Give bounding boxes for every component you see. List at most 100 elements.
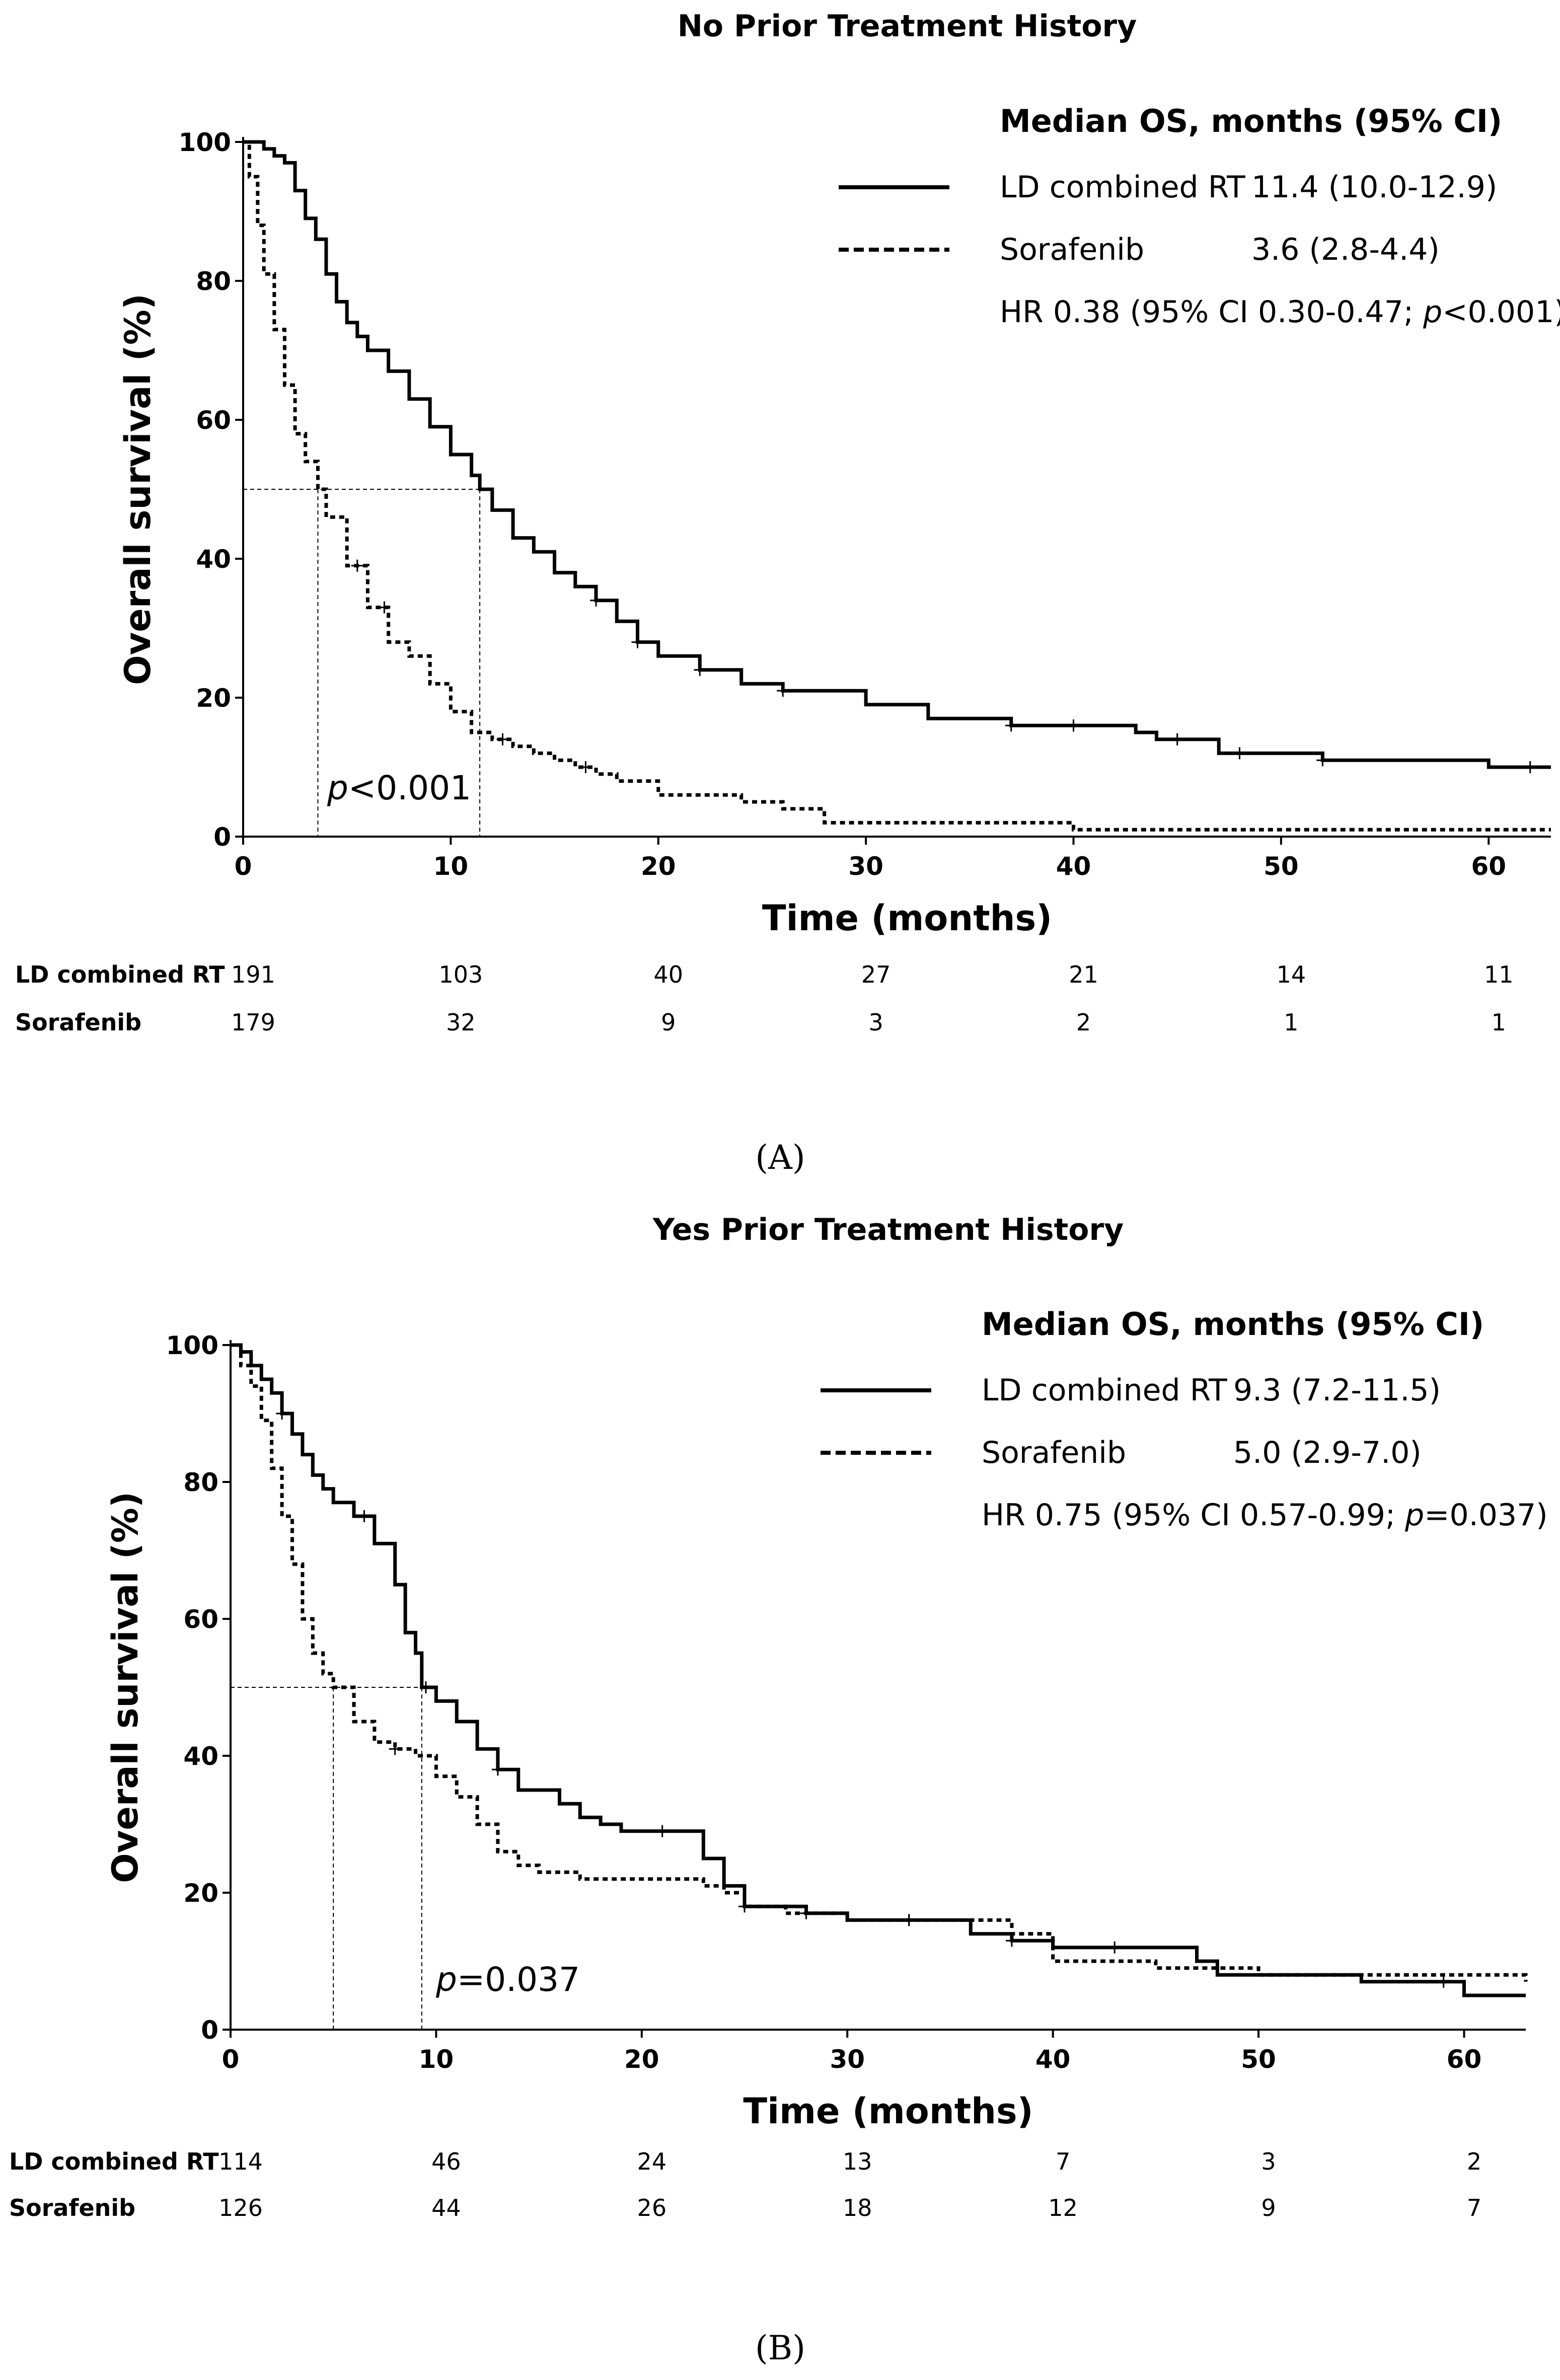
ld-combined-rt-survival-curve [231,1343,1526,1997]
x-tick-label: 40 [1035,2045,1071,2074]
at-risk-count: 12 [1048,2194,1078,2221]
x-tick-label: 40 [1056,852,1091,881]
hr-suffix: =0.037) [1424,1498,1547,1533]
censor-mark [590,594,603,607]
x-axis-label: Time (months) [762,898,1052,939]
censor-mark [1316,754,1329,767]
chart-title: Yes Prior Treatment History [652,1212,1124,1247]
at-risk-count: 18 [843,2194,872,2221]
at-risk-count: 40 [653,961,683,988]
censor-mark [1005,719,1017,732]
censor-mark [1067,719,1080,732]
y-tick-label: 20 [196,684,231,713]
x-tick-label: 10 [433,852,469,881]
hr-prefix: HR 0.75 (95% CI 0.57-0.99; [982,1498,1405,1533]
at-risk-count: 3 [869,1009,883,1036]
at-risk-count: 26 [637,2194,667,2221]
y-axis-label: Overall survival (%) [105,1492,146,1883]
y-tick-label: 80 [196,267,231,296]
chart-title: No Prior Treatment History [678,9,1137,44]
at-risk-row-label: LD combined RT [9,2148,219,2175]
censor-mark [1171,733,1183,746]
y-axis-label: Overall survival (%) [117,293,159,685]
at-risk-count: 2 [1467,2148,1481,2175]
hr-p-italic: p [1404,1498,1424,1533]
hr-suffix: <0.001) [1442,294,1560,330]
y-tick-label: 40 [183,1742,218,1771]
at-risk-count: 7 [1467,2194,1481,2221]
at-risk-count: 32 [446,1009,476,1036]
km-panel-b: Yes Prior Treatment History 0 20 40 60 80 100 0… [9,1212,1548,2367]
y-tick-label: 100 [166,1331,218,1360]
censor-mark [1524,761,1536,773]
at-risk-row-label: Sorafenib [9,2194,135,2221]
at-risk-count: 114 [218,2148,263,2175]
censor-mark [738,1900,751,1913]
censor-mark [694,663,706,676]
y-tick-label: 20 [183,1879,218,1908]
at-risk-count: 13 [843,2148,872,2175]
km-panel-a: No Prior Treatment History 0 20 40 60 80 100 0 1… [15,9,1560,1177]
x-tick-label: 20 [624,2045,659,2074]
at-risk-count: 14 [1277,961,1306,988]
at-risk-count: 1 [1492,1009,1506,1036]
hr-p-italic: p [1423,294,1442,330]
x-tick-label: 60 [1447,2045,1482,2074]
censor-mark [378,601,391,614]
legend-entry-name: LD combined RT [1000,170,1245,205]
at-risk-count: 46 [431,2148,461,2175]
censor-mark [800,1907,812,1919]
legend-entry-value: 11.4 (10.0-12.9) [1251,170,1497,205]
censor-mark [631,636,644,648]
censor-mark [903,1914,915,1926]
at-risk-count: 11 [1484,961,1514,988]
p-value-italic: p [327,769,348,807]
x-tick-label: 0 [235,852,252,881]
at-risk-count: 2 [1076,1009,1091,1036]
p-value-italic: p [435,1960,457,1999]
legend: Median OS, months (95% CI) LD combined RT… [839,103,1560,330]
y-tick-label: 60 [183,1605,218,1634]
at-risk-count: 3 [1261,2148,1276,2175]
sorafenib-survival-curve [231,1343,1528,1982]
at-risk-count: 24 [637,2148,667,2175]
censor-mark [419,1681,432,1693]
y-tick-label: 60 [196,406,231,435]
legend-heading: Median OS, months (95% CI) [982,1306,1484,1343]
at-risk-count: 9 [661,1009,676,1036]
at-risk-count: 103 [438,961,483,988]
x-tick-label: 10 [419,2045,454,2074]
x-tick-label: 20 [641,852,676,881]
at-risk-count: 179 [231,1009,275,1036]
y-tick-label: 40 [196,545,231,574]
p-value-annotation: p<0.001 [327,769,471,807]
at-risk-count: 21 [1069,961,1098,988]
censor-mark [496,733,509,746]
panel-label: (B) [755,2329,805,2367]
at-risk-row-label: Sorafenib [15,1009,141,1036]
at-risk-count: 7 [1056,2148,1070,2175]
censor-mark [358,1510,370,1522]
x-tick-label: 60 [1471,852,1506,881]
censor-mark [491,1763,504,1776]
hazard-ratio-text: HR 0.38 (95% CI 0.30-0.47; p<0.001) [1000,294,1560,330]
p-value-rest: <0.001 [348,769,471,807]
censor-mark [351,559,363,572]
x-tick-label: 30 [848,852,883,881]
y-tick-label: 0 [213,823,231,852]
panel-label: (A) [755,1138,805,1177]
censor-mark [1005,1935,1018,1947]
censor-mark [1233,747,1246,760]
x-tick-label: 50 [1241,2045,1276,2074]
censor-mark [1437,1975,1450,1988]
legend-entry-value: 9.3 (7.2-11.5) [1233,1373,1441,1408]
censor-mark [1108,1941,1121,1954]
legend-heading: Median OS, months (95% CI) [1000,103,1502,139]
p-value-annotation: p=0.037 [435,1960,580,1999]
legend: Median OS, months (95% CI) LD combined RT… [821,1306,1548,1533]
ld-combined-rt-survival-curve [243,140,1551,769]
y-tick-label: 0 [201,2016,218,2045]
